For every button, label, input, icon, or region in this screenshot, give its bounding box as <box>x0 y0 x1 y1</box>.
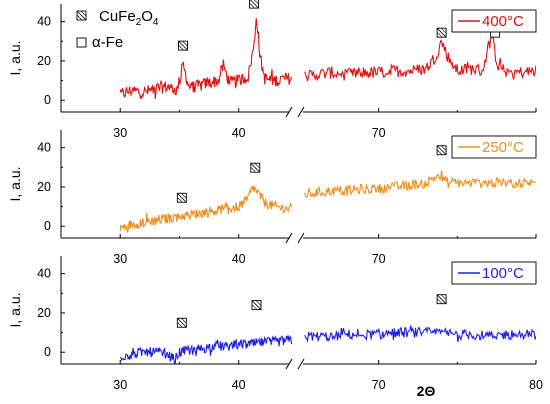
axis-break-mark <box>297 106 305 118</box>
x-tick-label: 40 <box>232 378 246 392</box>
peak-marker-cufe2o4 <box>250 162 261 173</box>
y-tick-label: 0 <box>44 93 51 107</box>
series-line-400c-seg2 <box>304 33 536 82</box>
y-axis-title: I, a.u. <box>7 166 23 201</box>
y-tick-label: 20 <box>37 306 51 320</box>
panel-400c: 0 20 40 30 40 70 I, a.u. 400°C <box>7 0 537 140</box>
series-line-100c-seg2 <box>304 325 536 343</box>
peak-marker-cufe2o4 <box>249 0 260 9</box>
y-tick-label: 0 <box>44 345 51 359</box>
axis-break-mark <box>297 232 305 244</box>
y-axis-title: I, a.u. <box>7 40 23 75</box>
x-tick-label: 70 <box>372 378 386 392</box>
peak-marker-cufe2o4 <box>176 317 187 328</box>
legend-entry-cufe2o4: CuFe2O4 <box>76 8 159 28</box>
legend-label-alpha-fe: α-Fe <box>92 34 123 51</box>
x-tick-label: 70 <box>372 252 386 266</box>
axis-break-mark <box>285 232 293 244</box>
x-tick-label: 30 <box>113 126 127 140</box>
y-axis-title: I, a.u. <box>7 292 23 327</box>
y-tick-label: 40 <box>37 15 51 29</box>
y-tick-label: 20 <box>37 180 51 194</box>
y-tick-label: 0 <box>44 219 51 233</box>
x-tick-label: 40 <box>232 252 246 266</box>
series-line-100c-seg1 <box>119 335 293 364</box>
axis-break-mark <box>285 358 293 370</box>
series-line-250c-seg2 <box>304 170 536 199</box>
y-tick-label: 40 <box>37 141 51 155</box>
panel-250c: 0 20 40 30 40 70 I, a.u. 250°C <box>7 130 537 266</box>
peak-marker-cufe2o4 <box>436 294 447 305</box>
legend-entry-alpha-fe: α-Fe <box>76 34 123 51</box>
peak-marker-cufe2o4 <box>176 192 187 203</box>
axis-break-mark <box>297 358 305 370</box>
series-line-250c-seg1 <box>119 185 293 233</box>
temperature-text: 250°C <box>482 139 524 156</box>
peak-marker-cufe2o4 <box>178 40 188 51</box>
temperature-label-100c: 100°C <box>451 261 537 285</box>
y-tick-label: 20 <box>37 54 51 68</box>
temperature-text: 400°C <box>482 13 524 30</box>
square-marker-icon <box>76 37 87 48</box>
peak-marker-cufe2o4 <box>436 27 447 38</box>
temperature-text: 100°C <box>482 265 524 282</box>
x-tick-label: 30 <box>113 378 127 392</box>
axis-break-mark <box>285 106 293 118</box>
x-tick-label: 30 <box>113 252 127 266</box>
temperature-label-400c: 400°C <box>451 9 537 33</box>
y-tick-label: 40 <box>37 267 51 281</box>
series-line-400c-seg1 <box>119 17 293 101</box>
x-axis-title: 2Θ <box>417 383 436 399</box>
x-tick-label: 70 <box>372 126 386 140</box>
panel-100c: 0 20 40 30 40 70 80 I, a.u. 100°C <box>7 256 543 392</box>
peak-marker-cufe2o4 <box>251 300 262 311</box>
temperature-label-250c: 250°C <box>451 135 537 159</box>
x-tick-label: 40 <box>232 126 246 140</box>
legend-label-cufe2o4: CuFe2O4 <box>99 8 159 28</box>
legend: CuFe2O4 α-Fe <box>76 8 159 51</box>
peak-marker-cufe2o4 <box>436 145 447 156</box>
x-tick-label: 80 <box>529 378 543 392</box>
